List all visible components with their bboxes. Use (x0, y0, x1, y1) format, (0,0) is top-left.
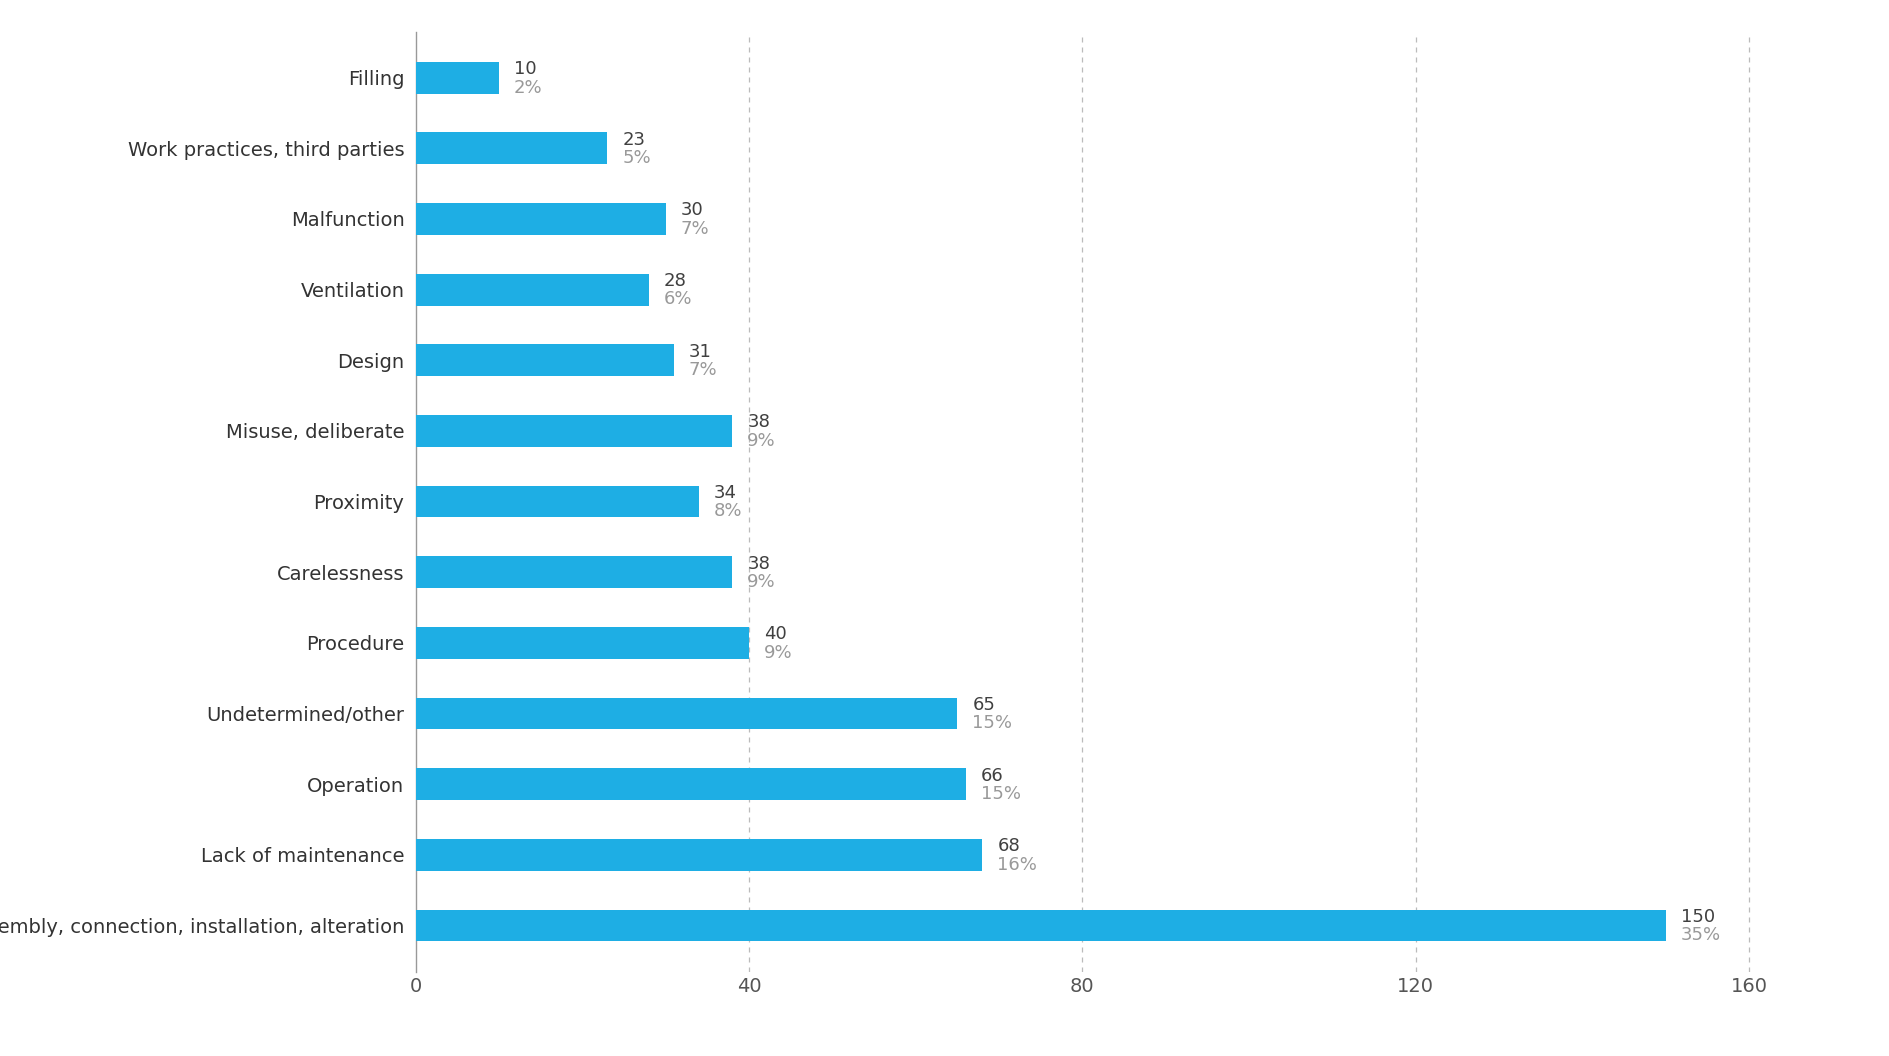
Bar (416, 698, 958, 730)
Bar (416, 840, 982, 871)
Text: 30: 30 (680, 202, 703, 220)
Text: 65: 65 (973, 696, 996, 714)
Bar (416, 415, 733, 447)
Bar (416, 61, 499, 94)
Text: 7%: 7% (680, 220, 708, 238)
Text: 66: 66 (980, 767, 1003, 785)
Text: 7%: 7% (689, 361, 718, 379)
Text: 150: 150 (1681, 908, 1715, 926)
Text: 38: 38 (748, 414, 771, 432)
Text: 10: 10 (514, 60, 536, 78)
Text: 31: 31 (689, 343, 712, 361)
Text: 23: 23 (621, 131, 646, 149)
Bar (416, 909, 1666, 942)
Text: 15%: 15% (980, 786, 1020, 804)
Text: 9%: 9% (748, 573, 776, 591)
Bar (416, 769, 965, 800)
Bar (416, 203, 665, 234)
Text: 8%: 8% (714, 503, 742, 521)
Text: 40: 40 (763, 625, 786, 643)
Text: 9%: 9% (763, 644, 793, 662)
Text: 38: 38 (748, 554, 771, 572)
Text: 9%: 9% (748, 432, 776, 450)
Text: 28: 28 (663, 272, 688, 290)
Text: 34: 34 (714, 484, 737, 502)
Text: 15%: 15% (973, 715, 1013, 733)
Text: 2%: 2% (514, 78, 542, 96)
Bar (416, 274, 650, 305)
Bar (416, 557, 733, 588)
Text: 68: 68 (997, 837, 1020, 855)
Text: 6%: 6% (663, 290, 693, 308)
Bar (416, 486, 699, 517)
Bar (416, 344, 674, 376)
Bar (416, 132, 606, 164)
Text: 5%: 5% (621, 149, 652, 167)
Text: 16%: 16% (997, 855, 1037, 873)
Bar (416, 627, 748, 659)
Text: 35%: 35% (1681, 926, 1721, 944)
